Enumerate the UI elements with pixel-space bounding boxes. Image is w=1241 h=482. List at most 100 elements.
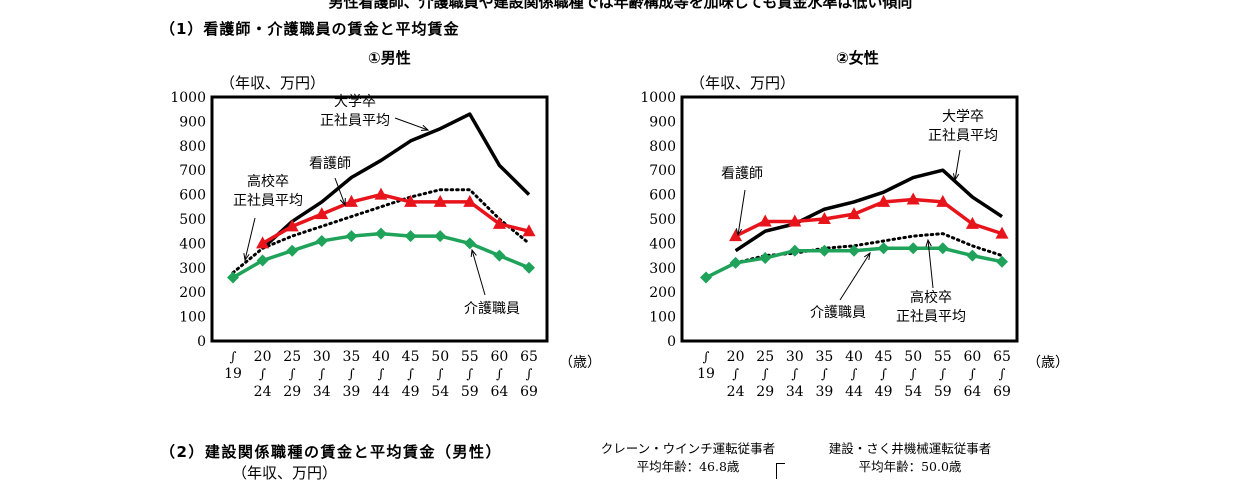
series-line-1: [231, 188, 531, 275]
data-point-triangle: [936, 194, 950, 207]
x-tick-label: 60: [963, 349, 981, 365]
series-line-2: [734, 197, 1003, 238]
callout-arrowhead: [952, 173, 960, 182]
x-tick-tilde: ∫: [230, 350, 237, 365]
series-label: 介護職員: [810, 305, 866, 321]
section1-title: （1）看護師・介護職員の賃金と平均賃金: [160, 20, 460, 38]
data-point-diamond: [877, 242, 890, 255]
x-tick-tilde: ∫: [703, 350, 710, 365]
series-label: 看護師: [721, 166, 763, 182]
drill-operator-note: 建設・さく井機械運転従事者 平均年齢：50.0歳: [800, 440, 1020, 476]
x-tick-tilde: ∫: [348, 367, 355, 382]
series-line-0: [734, 168, 1003, 253]
series-label: 高校卒: [910, 289, 952, 306]
x-tick-label: 59: [461, 384, 479, 400]
callout-arrowhead: [470, 248, 477, 258]
y-tick-label: 0: [197, 334, 206, 350]
x-axis-unit-label: （歳）: [1027, 355, 1069, 371]
y-tick-label: 500: [649, 212, 676, 228]
callout-arrow: [954, 149, 961, 181]
x-tick-label: 25: [283, 349, 301, 365]
data-point-triangle: [522, 224, 536, 237]
callout-arrow: [737, 189, 746, 236]
data-point-diamond: [375, 227, 387, 240]
y-tick-label: 300: [649, 261, 676, 277]
x-tick-label: 35: [342, 349, 360, 365]
chart-female-subtitle: ②女性: [836, 49, 879, 67]
y-tick-label: 600: [179, 188, 206, 204]
y-tick-label: 100: [649, 310, 676, 326]
x-tick-label: 50: [431, 349, 449, 365]
callout-arrow: [839, 252, 871, 301]
data-point-diamond: [700, 271, 712, 284]
x-tick-label: 20: [254, 349, 272, 365]
drill-operator-title: 建設・さく井機械運転従事者: [828, 441, 992, 456]
data-point-diamond: [256, 254, 269, 267]
x-tick-label: 29: [756, 384, 774, 400]
y-tick-label: 100: [179, 310, 206, 326]
data-point-diamond: [848, 244, 860, 257]
callout-arrow: [927, 239, 934, 289]
x-tick-label: 44: [845, 384, 863, 400]
x-tick-tilde: ∫: [762, 367, 769, 382]
x-tick-tilde: ∫: [407, 367, 414, 382]
callout-arrowhead: [735, 228, 743, 237]
y-tick-label: 0: [667, 334, 676, 350]
data-point-triangle: [817, 212, 831, 224]
data-point-diamond: [936, 242, 949, 255]
x-tick-label: 55: [461, 349, 479, 365]
data-point-diamond: [434, 230, 447, 243]
callout-arrowhead: [243, 253, 250, 262]
data-point-diamond: [729, 256, 742, 269]
drill-operator-age: 平均年齢：50.0歳: [858, 459, 962, 474]
x-tick-label: 24: [254, 384, 272, 400]
chart-male-subtitle: ①男性: [368, 49, 411, 67]
data-point-triangle: [906, 192, 920, 205]
data-point-diamond: [463, 237, 476, 250]
x-tick-tilde: ∫: [526, 367, 533, 382]
data-point-diamond: [404, 230, 417, 243]
y-tick-label: 400: [179, 236, 206, 252]
series-line-3: [232, 231, 530, 280]
plot-frame: [680, 95, 1019, 343]
series-label: 正社員平均: [233, 193, 303, 209]
x-tick-label: 30: [786, 349, 804, 365]
x-tick-label: 29: [283, 384, 301, 400]
callout-bracket: [776, 463, 785, 479]
series-line-2: [261, 192, 530, 245]
x-tick-tilde: ∫: [289, 367, 296, 382]
data-point-triangle: [344, 194, 358, 207]
page-headline: 男性看護師、介護職員や建設関係職種では年齢構成等を加味しても賃金水準は低い傾向: [328, 0, 913, 11]
data-point-triangle: [758, 214, 772, 227]
x-tick-label: 40: [845, 349, 863, 365]
series-label: 介護職員: [464, 301, 520, 317]
x-tick-tilde: ∫: [318, 367, 325, 382]
data-point-diamond: [818, 244, 831, 257]
series-label: 大学卒: [942, 109, 984, 125]
x-tick-tilde: ∫: [378, 367, 385, 382]
callout-arrowhead: [863, 251, 871, 260]
x-tick-tilde: ∫: [466, 367, 473, 382]
data-point-triangle: [404, 194, 418, 207]
x-tick-tilde: ∫: [437, 367, 444, 382]
x-tick-tilde: ∫: [999, 367, 1006, 382]
y-tick-label: 800: [649, 139, 676, 155]
callout-arrowhead: [339, 197, 346, 207]
series-line-0: [261, 112, 531, 250]
x-tick-label: 69: [520, 384, 538, 400]
y-tick-label: 900: [179, 114, 206, 130]
x-tick-tilde: ∫: [496, 367, 503, 382]
data-point-triangle: [788, 214, 802, 227]
y-tick-label: 600: [649, 188, 676, 204]
x-tick-label: 65: [520, 349, 538, 365]
data-point-diamond: [523, 261, 535, 274]
plot-frame: [210, 95, 549, 343]
y-tick-label: 500: [179, 212, 206, 228]
data-point-diamond: [759, 252, 772, 265]
x-tick-label: 45: [402, 349, 420, 365]
y-tick-label: 800: [179, 139, 206, 155]
data-point-triangle: [729, 229, 743, 242]
crane-operator-title: クレーン・ウインチ運転従事者: [600, 441, 776, 456]
x-tick-label: 64: [963, 384, 981, 400]
data-point-diamond: [966, 249, 979, 262]
